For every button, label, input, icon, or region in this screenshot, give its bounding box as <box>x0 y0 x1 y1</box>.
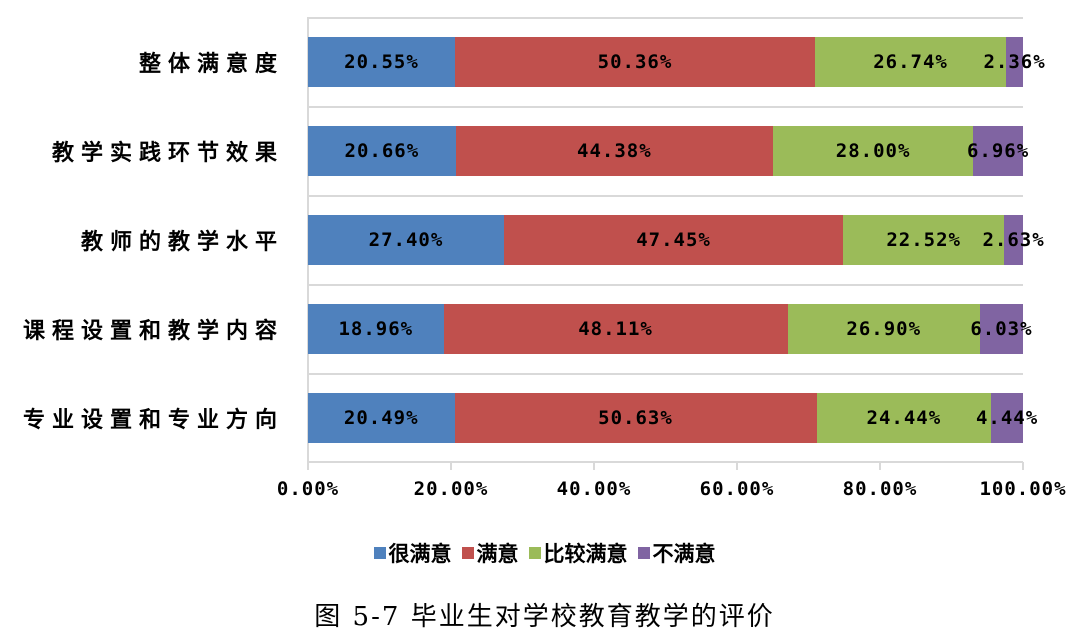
data-label: 47.45% <box>636 229 711 251</box>
category-label: 教学实践环节效果 <box>51 141 284 166</box>
data-label: 18.96% <box>338 318 414 340</box>
bar-segment-dissatisfied: 4.44% <box>976 393 1037 443</box>
data-label: 2.36% <box>983 51 1046 73</box>
category-label: 整体满意度 <box>138 52 284 77</box>
data-label: 4.44% <box>975 407 1039 429</box>
bar-segment-fairly-satisfied: 28.00% <box>773 126 974 176</box>
bar-segment-very-satisfied: 27.40% <box>308 215 504 265</box>
x-tick-label: 80.00% <box>842 478 918 500</box>
x-axis-line <box>308 461 1023 463</box>
data-label: 2.63% <box>982 229 1045 251</box>
legend-item-fairly-satisfied: 比较满意 <box>528 538 628 568</box>
gridline <box>308 284 1023 286</box>
bar-row-teaching-level: 27.40% 47.45% 22.52% 2.63% <box>308 215 1044 265</box>
bar-segment-satisfied: 50.63% <box>454 393 817 443</box>
data-label: 22.52% <box>886 229 961 251</box>
legend-swatch-icon <box>373 547 386 559</box>
figure-caption: 图 5-7 毕业生对学校教育教学的评价 <box>314 602 775 632</box>
gridline <box>308 373 1023 375</box>
bar-row-overall-satisfaction: 20.55% 50.36% 26.74% 2.36% <box>308 37 1045 87</box>
x-tick-mark <box>307 462 309 470</box>
x-tick-label: 60.00% <box>699 478 775 500</box>
data-label: 20.49% <box>343 407 419 429</box>
category-label: 教师的教学水平 <box>80 230 284 255</box>
data-label: 6.03% <box>970 318 1033 340</box>
data-label: 24.44% <box>866 407 942 429</box>
bar-segment-dissatisfied: 6.96% <box>967 126 1028 176</box>
bar-row-curriculum-content: 18.96% 48.11% 26.90% 6.03% <box>308 304 1032 354</box>
x-tick-label: 20.00% <box>413 478 489 500</box>
data-label: 27.40% <box>368 229 444 251</box>
data-label: 20.55% <box>344 51 419 73</box>
gridline <box>308 17 1023 19</box>
data-label: 50.36% <box>597 51 673 73</box>
data-label: 20.66% <box>344 140 420 162</box>
legend-swatch-icon <box>637 547 650 559</box>
data-label: 26.90% <box>846 318 922 340</box>
bar-segment-dissatisfied: 2.63% <box>982 215 1044 265</box>
x-tick-label: 0.00% <box>276 478 340 500</box>
data-label: 6.96% <box>966 140 1030 162</box>
category-label: 课程设置和教学内容 <box>22 319 284 344</box>
legend-swatch-icon <box>461 547 474 559</box>
legend-label: 满意 <box>476 542 519 566</box>
bar-segment-very-satisfied: 20.49% <box>308 393 455 443</box>
x-tick-mark <box>879 462 881 470</box>
data-label: 48.11% <box>578 318 653 340</box>
legend-item-very-satisfied: 很满意 <box>373 538 452 568</box>
data-label: 44.38% <box>577 140 652 162</box>
data-label: 28.00% <box>835 140 911 162</box>
gridline <box>308 195 1023 197</box>
data-label: 50.63% <box>598 407 673 429</box>
bar-segment-fairly-satisfied: 24.44% <box>816 393 992 443</box>
x-tick-label: 100.00% <box>979 478 1067 500</box>
bar-segment-satisfied: 50.36% <box>454 37 815 87</box>
legend-label: 比较满意 <box>543 542 628 566</box>
legend-label: 不满意 <box>652 542 716 566</box>
bar-row-major-setting: 20.49% 50.63% 24.44% 4.44% <box>308 393 1037 443</box>
x-tick-mark <box>736 462 738 470</box>
bar-segment-dissatisfied: 2.36% <box>983 37 1045 87</box>
legend-item-satisfied: 满意 <box>461 538 519 568</box>
bar-row-practice-effect: 20.66% 44.38% 28.00% 6.96% <box>308 126 1028 176</box>
bar-segment-very-satisfied: 20.55% <box>308 37 455 87</box>
data-label: 26.74% <box>873 51 948 73</box>
category-label: 专业设置和专业方向 <box>22 408 284 433</box>
x-tick-mark <box>450 462 452 470</box>
x-tick-mark <box>1022 462 1024 470</box>
bar-segment-very-satisfied: 20.66% <box>308 126 456 176</box>
bar-segment-fairly-satisfied: 22.52% <box>843 215 1005 265</box>
x-tick-mark <box>593 462 595 470</box>
x-tick-label: 40.00% <box>556 478 632 500</box>
legend-swatch-icon <box>528 547 541 559</box>
chart-legend: 很满意 满意 比较满意 不满意 <box>0 538 1089 568</box>
legend-label: 很满意 <box>388 542 452 566</box>
bar-segment-fairly-satisfied: 26.90% <box>787 304 980 354</box>
bar-segment-dissatisfied: 6.03% <box>970 304 1032 354</box>
gridline <box>308 106 1023 108</box>
bar-segment-satisfied: 47.45% <box>503 215 844 265</box>
bar-segment-satisfied: 44.38% <box>455 126 774 176</box>
bar-segment-very-satisfied: 18.96% <box>308 304 444 354</box>
legend-item-dissatisfied: 不满意 <box>637 538 716 568</box>
bar-segment-satisfied: 48.11% <box>443 304 788 354</box>
bar-segment-fairly-satisfied: 26.74% <box>814 37 1007 87</box>
